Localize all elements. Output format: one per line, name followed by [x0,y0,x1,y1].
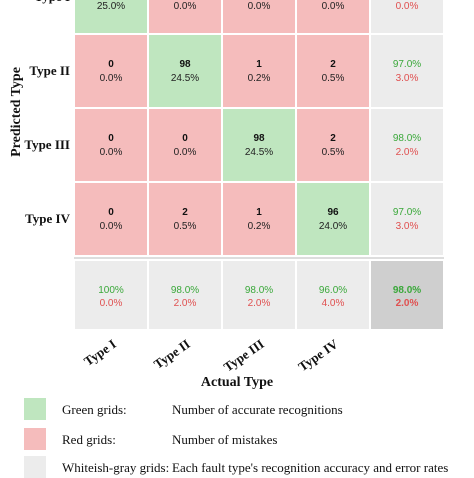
column-summary-cell [295,259,371,331]
column-accuracy: 98.0% [171,285,199,296]
legend-desc-green: Number of accurate recognitions [172,402,343,417]
cell-percent: 24.5% [245,147,273,158]
row-label: Type I [34,0,70,4]
cell-count: 2 [330,133,336,144]
column-label: Type II [151,336,193,372]
cell-percent: 25.0% [97,1,125,12]
y-axis-label: Predicted Type [9,67,24,157]
matrix-cell [295,33,371,109]
cell-count: 98 [179,59,191,70]
cell-count: 2 [330,59,336,70]
cell-count: 0 [108,133,114,144]
row-summary-cell [369,181,445,257]
row-label: Type III [24,137,70,152]
column-summary-cell [221,259,297,331]
row-error: 2.0% [396,147,419,158]
cell-count: 1 [256,59,262,70]
matrix-cell [221,181,297,257]
cell-percent: 0.0% [248,1,271,12]
cell-count: 1 [256,207,262,218]
overall-cell [369,259,445,331]
legend-label-gray: Whiteish-gray grids: [62,460,170,475]
cell-percent: 0.0% [100,147,123,158]
column-error: 2.0% [248,298,271,309]
legend-label-green: Green grids: [62,402,127,417]
matrix-cell [73,181,149,257]
cell-percent: 0.5% [322,73,345,84]
row-error: 3.0% [396,73,419,84]
matrix-cell [147,33,223,109]
cell-percent: 0.2% [248,73,271,84]
x-axis-label: Actual Type [201,375,273,390]
row-label: Type IV [25,211,71,226]
cell-percent: 0.5% [174,221,197,232]
row-summary-cell [369,107,445,183]
column-accuracy: 100% [98,285,124,296]
row-error: 3.0% [396,221,419,232]
matrix-cell [295,181,371,257]
cell-percent: 0.0% [100,221,123,232]
legend-desc-gray: Each fault type's recognition accuracy a… [172,460,449,475]
overall-error: 2.0% [396,298,419,309]
column-summary-cell [147,259,223,331]
cell-count: 2 [182,207,188,218]
column-label: Type IV [295,336,341,374]
cell-percent: 24.0% [319,221,347,232]
cell-percent: 0.2% [248,221,271,232]
cell-percent: 24.5% [171,73,199,84]
matrix-cell [147,107,223,183]
column-error: 4.0% [322,298,345,309]
cell-count: 96 [327,207,339,218]
cell-percent: 0.0% [174,1,197,12]
cell-percent: 0.0% [322,1,345,12]
column-error: 0.0% [100,298,123,309]
column-label: Type III [221,336,267,374]
row-accuracy: 98.0% [393,133,421,144]
row-label: Type II [29,63,70,78]
row-error: 0.0% [396,1,419,12]
cell-count: 0 [108,207,114,218]
legend-desc-red: Number of mistakes [172,432,278,447]
column-label: Type I [81,336,119,369]
matrix-cell [73,107,149,183]
column-accuracy: 98.0% [245,285,273,296]
column-accuracy: 96.0% [319,285,347,296]
cell-count: 0 [108,59,114,70]
matrix-cell [147,181,223,257]
matrix-cell [221,107,297,183]
confusion-matrix: 25.0% 0.0% 0.0% 0.0% 0.0% 0 0.0% 98 24.5% 1 0.2% 2 0… [9,0,445,390]
row-summary-cell [369,33,445,109]
legend-label-red: Red grids: [62,432,116,447]
overall-accuracy: 98.0% [393,285,421,296]
cell-count: 98 [253,133,265,144]
matrix-cell [295,107,371,183]
column-error: 2.0% [174,298,197,309]
cell-count: 0 [182,133,188,144]
row-accuracy: 97.0% [393,207,421,218]
cell-percent: 0.0% [174,147,197,158]
cell-percent: 0.5% [322,147,345,158]
legend-swatch-gray [24,456,46,478]
matrix-cell [221,33,297,109]
legend-swatch-green [24,398,46,420]
cell-percent: 0.0% [100,73,123,84]
legend-swatch-red [24,428,46,450]
row-accuracy: 97.0% [393,59,421,70]
matrix-cell [73,33,149,109]
